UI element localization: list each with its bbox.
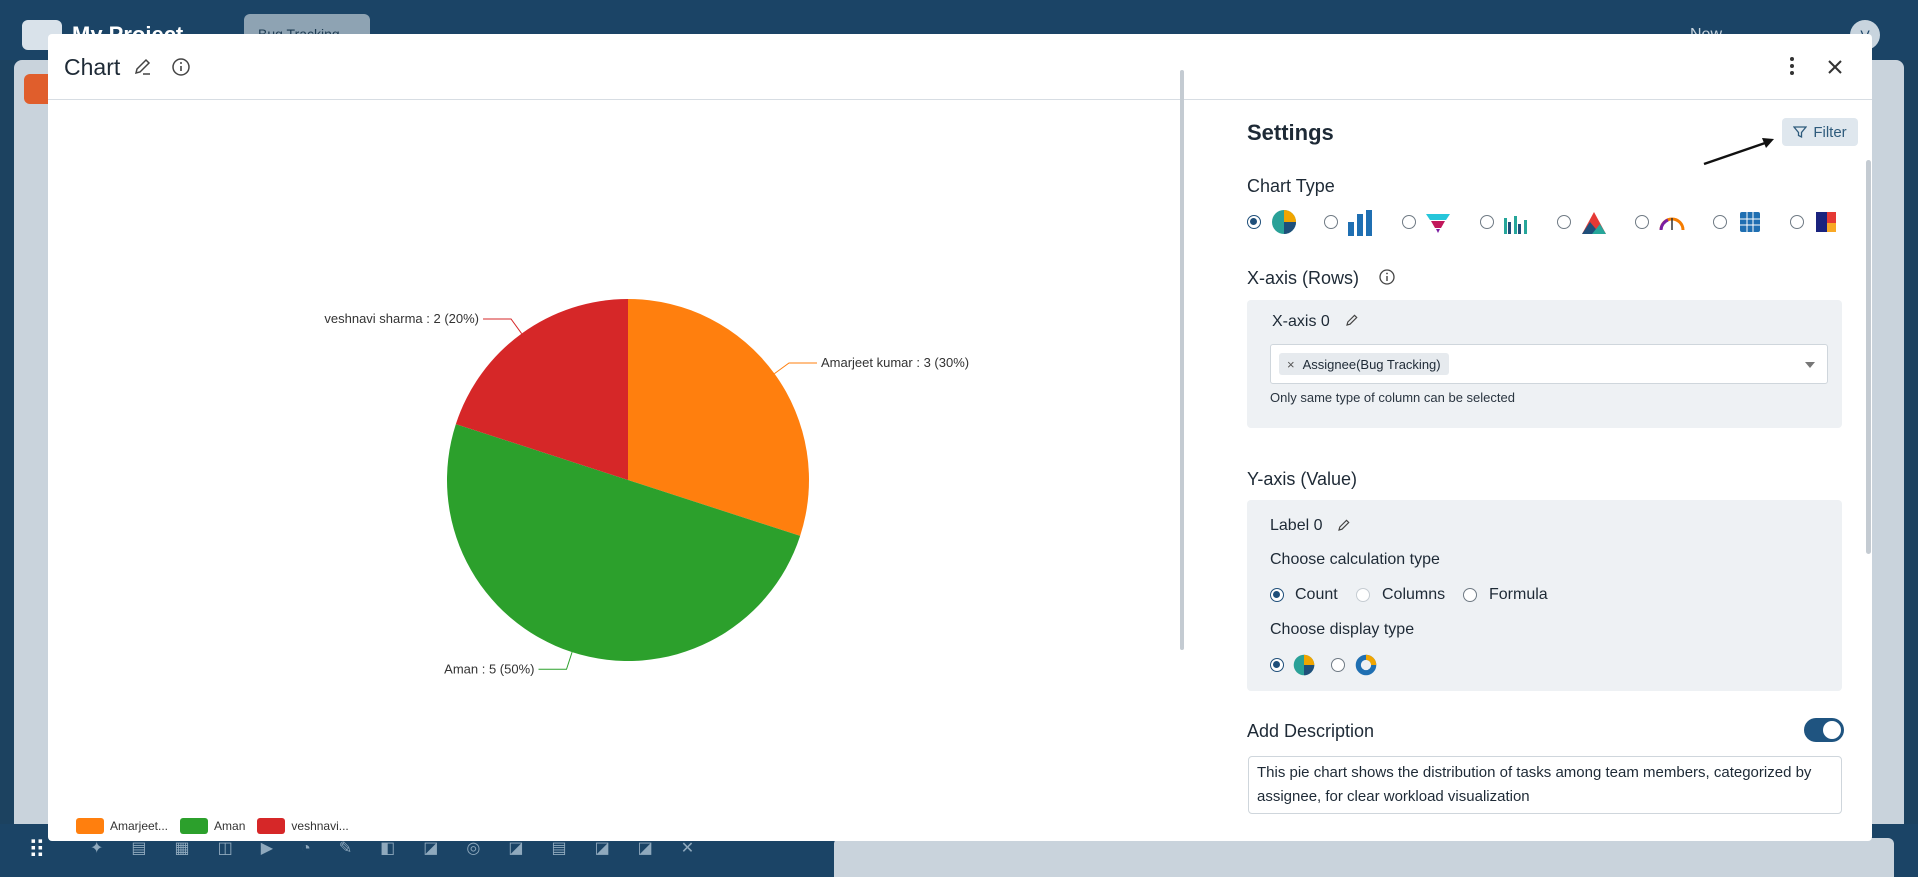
y-axis-edit-icon[interactable]: [1336, 517, 1352, 533]
x-axis-info-icon[interactable]: [1378, 268, 1396, 286]
leader-line-2: [483, 318, 523, 334]
chart-type-label: Chart Type: [1247, 176, 1335, 196]
chart-type-radio-gauge[interactable]: [1635, 215, 1649, 229]
y-axis-panel: [1247, 500, 1842, 691]
donut-display-icon[interactable]: [1354, 653, 1378, 677]
pie-chart-icon[interactable]: [1270, 208, 1298, 236]
modal-title: Chart: [64, 54, 121, 80]
funnel-chart-icon[interactable]: [1424, 208, 1452, 236]
legend-swatch-0: [76, 818, 104, 834]
pie-chart: Amarjeet kumar : 3 (30%) Aman : 5 (50%) ve…: [324, 299, 969, 676]
toolbar-icons: ✦▤▦◫▶◔✎◧◪◎◪▤◪◪✕: [90, 840, 723, 857]
pie-slice-1[interactable]: [447, 424, 801, 662]
description-textarea[interactable]: This pie chart shows the distribution of…: [1248, 756, 1842, 814]
slice-label-0: Amarjeet kumar : 3 (30%): [821, 355, 969, 370]
x-axis-edit-icon[interactable]: [1344, 312, 1360, 328]
calc-option-count: Count: [1295, 586, 1338, 603]
edit-title-icon[interactable]: [132, 56, 154, 78]
legend-label-1: Aman: [214, 819, 246, 833]
chart-type-radio-table[interactable]: [1713, 215, 1727, 229]
calc-radio-count[interactable]: [1270, 588, 1284, 602]
chevron-down-icon[interactable]: [1805, 362, 1815, 368]
remove-chip-icon[interactable]: ×: [1287, 356, 1295, 372]
x-axis-hint: Only same type of column can be selected: [1270, 390, 1515, 405]
chart-type-radio-bar[interactable]: [1324, 215, 1338, 229]
settings-scrollbar[interactable]: [1866, 160, 1871, 554]
bottom-panel: [834, 838, 1894, 877]
legend-swatch-2: [257, 818, 286, 834]
bar-chart-icon[interactable]: [1346, 208, 1374, 236]
grouped-bar-chart-icon[interactable]: [1502, 208, 1530, 236]
gauge-chart-icon[interactable]: [1658, 208, 1686, 236]
x-axis-chip: × Assignee(Bug Tracking): [1279, 353, 1449, 375]
chart-type-radio-treemap[interactable]: [1790, 215, 1804, 229]
display-radio-donut[interactable]: [1331, 658, 1345, 672]
calc-option-columns: Columns: [1382, 586, 1446, 603]
chart-area: Amarjeet kumar : 3 (30%) Aman : 5 (50%) ve…: [48, 100, 1228, 841]
chart-scrollbar[interactable]: [1180, 70, 1184, 650]
legend-label-0: Amarjeet...: [110, 819, 169, 833]
apps-grid-icon[interactable]: ⠿: [28, 837, 46, 864]
chart-modal: Chart Amarjeet kumar : 3 (30%) Aman : 5 (…: [48, 34, 1872, 841]
chart-type-radio-grouped-bar[interactable]: [1480, 215, 1494, 229]
annotation-arrow-icon: [1703, 138, 1774, 166]
chart-type-radio-pie[interactable]: [1247, 215, 1261, 229]
settings-title: Settings: [1247, 120, 1334, 145]
chart-legend: Amarjeet... Aman veshnavi...: [76, 818, 349, 834]
pie-slice-0[interactable]: [628, 299, 809, 536]
y-axis-label: Y-axis (Value): [1247, 469, 1358, 489]
close-icon[interactable]: [1824, 56, 1846, 78]
calc-type-label: Choose calculation type: [1270, 551, 1440, 568]
calc-radio-formula[interactable]: [1463, 588, 1477, 602]
legend-item-1[interactable]: Aman: [180, 818, 245, 834]
more-menu-icon[interactable]: [1786, 52, 1798, 80]
x-axis-chip-label: Assignee(Bug Tracking): [1302, 356, 1441, 372]
display-radio-pie[interactable]: [1270, 658, 1284, 672]
slice-label-1: Aman : 5 (50%): [444, 661, 534, 676]
info-icon[interactable]: [170, 56, 192, 78]
modal-header: Chart: [48, 34, 1872, 100]
pie-display-icon[interactable]: [1292, 653, 1316, 677]
treemap-chart-icon[interactable]: [1812, 208, 1840, 236]
leader-line-0: [774, 362, 817, 375]
pie-slice-2[interactable]: [455, 299, 628, 480]
legend-label-2: veshnavi...: [291, 819, 349, 833]
filter-label: Filter: [1813, 123, 1847, 141]
calc-radio-columns[interactable]: [1356, 588, 1370, 602]
y-axis-item-label: Label 0: [1270, 517, 1323, 534]
filter-icon: [1793, 126, 1808, 139]
calc-option-formula: Formula: [1489, 586, 1548, 603]
filter-button[interactable]: Filter: [1782, 118, 1858, 146]
chart-type-radio-area[interactable]: [1557, 215, 1571, 229]
legend-item-0[interactable]: Amarjeet...: [76, 818, 168, 834]
area-chart-icon[interactable]: [1580, 208, 1608, 236]
chart-type-radio-funnel[interactable]: [1402, 215, 1416, 229]
legend-swatch-1: [180, 818, 209, 834]
x-axis-select[interactable]: × Assignee(Bug Tracking): [1270, 344, 1828, 384]
slice-label-2: veshnavi sharma : 2 (20%): [324, 311, 479, 326]
leader-line-1: [538, 651, 573, 670]
table-chart-icon[interactable]: [1736, 208, 1764, 236]
add-description-label: Add Description: [1247, 721, 1375, 741]
display-type-label: Choose display type: [1270, 621, 1415, 638]
x-axis-label: X-axis (Rows): [1247, 268, 1360, 288]
legend-item-2[interactable]: veshnavi...: [257, 818, 349, 834]
description-toggle[interactable]: [1804, 718, 1844, 742]
x-axis-item-label: X-axis 0: [1272, 313, 1330, 330]
